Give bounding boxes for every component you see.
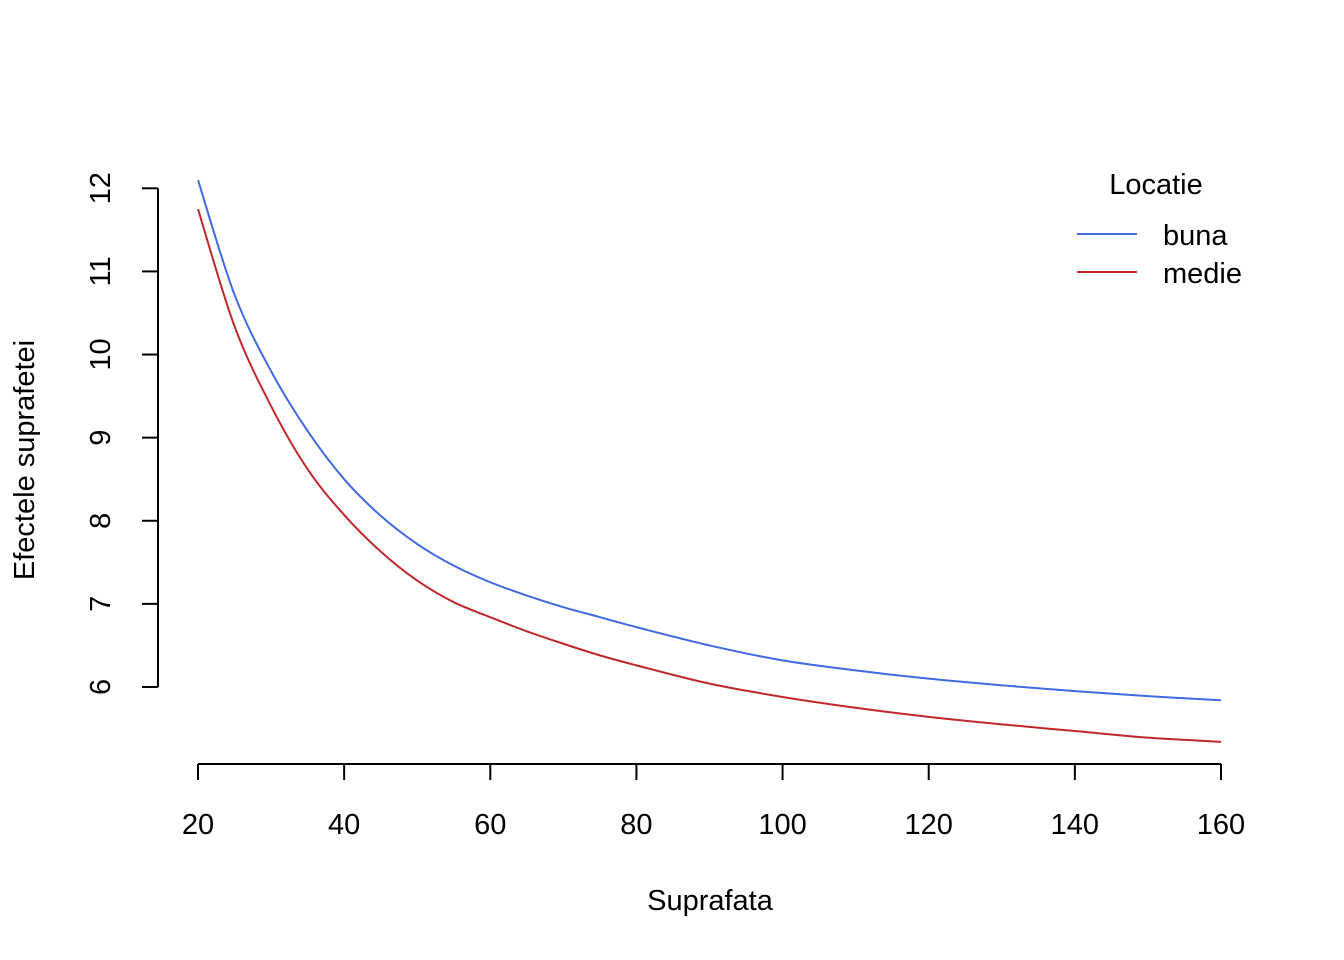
series-line-buna: [197, 179, 1222, 702]
x-tick-label: 120: [905, 809, 953, 841]
x-tick-label: 140: [1051, 809, 1099, 841]
x-tick-label: 160: [1197, 809, 1245, 841]
y-tick-label: 12: [85, 172, 117, 204]
series-layer: [197, 179, 1222, 743]
x-tick-label: 100: [758, 809, 806, 841]
x-tick-label: 60: [474, 809, 506, 841]
y-tick-label: 6: [85, 679, 117, 695]
legend-label-buna: buna: [1163, 220, 1228, 252]
legend-items: buna medie: [1077, 220, 1242, 290]
x-tick-label: 80: [620, 809, 652, 841]
x-tick-label: 20: [182, 809, 214, 841]
legend-title: Locatie: [1109, 169, 1203, 201]
y-tick-label: 10: [85, 338, 117, 370]
x-axis-title: Suprafata: [647, 885, 774, 917]
y-tick-label: 8: [85, 513, 117, 529]
series-line-medie: [197, 208, 1222, 743]
y-axis: 6 7 8 9 10 11 12: [85, 172, 159, 695]
y-axis-title: Efectele suprafetei: [9, 340, 41, 580]
legend: Locatie buna medie: [1077, 169, 1242, 290]
legend-label-medie: medie: [1163, 258, 1242, 290]
x-tick-label: 40: [328, 809, 360, 841]
x-axis: 20 40 60 80 100 120 140 160: [182, 763, 1245, 841]
y-tick-label: 9: [85, 430, 117, 446]
y-tick-label: 7: [85, 596, 117, 612]
y-tick-label: 11: [85, 256, 117, 286]
